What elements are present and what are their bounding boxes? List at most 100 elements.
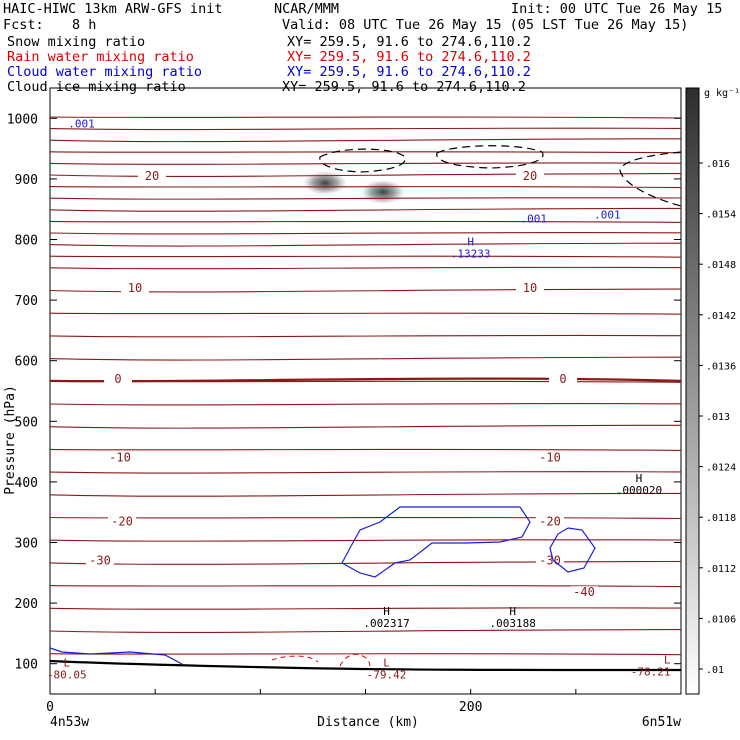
extremum-value: -78.21 <box>631 666 671 679</box>
field-xy-rain: XY= 259.5, 91.6 to 274.6,110.2 <box>287 49 531 65</box>
temperature-contour-line <box>49 629 682 633</box>
x-tick-label: 0 <box>46 700 54 715</box>
temp-label-bg <box>570 586 598 600</box>
temperature-contour-line <box>49 242 682 247</box>
right-endpoint-label: 6n51w <box>642 715 681 730</box>
temp-label-bg <box>536 451 564 465</box>
extremum-value: .003188 <box>490 617 536 630</box>
temperature-contour-label: -20 <box>539 514 561 528</box>
cloud-water-contour-low <box>49 647 183 665</box>
colorbar <box>685 87 700 695</box>
field-xy-cloud-ice: XY= 259.5, 91.6 to 274.6,110.2 <box>282 79 526 95</box>
y-tick-label: 200 <box>15 597 38 612</box>
temperature-contour-line <box>49 334 682 338</box>
temperature-contour-label: -20 <box>111 514 133 528</box>
temp-label-bg <box>121 281 149 295</box>
extremum-value: .000020 <box>616 484 662 497</box>
x-tick-label: 200 <box>459 700 482 715</box>
y-axis-label: Pressure (hPa) <box>3 385 18 495</box>
extremum-value: -80.05 <box>47 669 87 682</box>
temperature-contour-line <box>49 516 682 520</box>
temperature-contour-label: 10 <box>128 281 142 295</box>
temperature-contour-line <box>49 560 682 565</box>
extremum-kind: H <box>467 236 474 249</box>
colorbar-tick-label: .0142 <box>706 311 736 322</box>
temperature-contour-label: 20 <box>523 169 537 183</box>
colorbar-tick-label: .0148 <box>706 260 736 271</box>
temperature-contour-line <box>49 127 682 131</box>
temperature-contour-labels: -30 -30 -20 -20 -10 -10 0 0 10 10 20 20 -40 <box>86 169 598 600</box>
field-name-rain: Rain water mixing ratio <box>7 49 194 65</box>
temperature-contour-line <box>49 231 682 235</box>
temperature-contour-line <box>49 116 682 119</box>
y-tick-label: 700 <box>15 294 38 309</box>
extremum-kind: L <box>64 657 71 670</box>
y-tick-label: 600 <box>15 355 38 370</box>
extremum-kind: H <box>636 472 643 485</box>
temperature-contour-line <box>49 288 682 293</box>
org-label: NCAR/MMM <box>274 1 340 17</box>
snow-shading-2 <box>361 180 405 204</box>
temperature-contour-label: -30 <box>89 554 111 568</box>
cloud-water-contour-label: .001 <box>594 208 621 221</box>
snow-shading-1 <box>303 171 347 195</box>
temperature-contour-line <box>49 402 682 406</box>
cloud-water-contour-right <box>549 527 596 573</box>
y-tick-label: 300 <box>15 537 38 552</box>
temperature-contour-line <box>49 162 682 165</box>
cloud-water-contour-label: .001 <box>521 213 548 226</box>
temperature-contour-line <box>49 207 682 212</box>
field-name-cloud-ice: Cloud ice mixing ratio <box>7 79 186 95</box>
temperature-contour-line <box>49 448 682 451</box>
temperature-contour-label: -30 <box>539 554 561 568</box>
ground-line <box>49 659 682 672</box>
temperature-contour-label: -10 <box>109 451 131 465</box>
field-xy-cloud-water: XY= 259.5, 91.6 to 274.6,110.2 <box>287 64 531 80</box>
temp-label-bg <box>104 372 132 386</box>
temp-label-bg <box>536 554 564 568</box>
temperature-contour-line <box>49 312 682 315</box>
temperature-contour-line <box>49 197 682 200</box>
field-xy-snow: XY= 259.5, 91.6 to 274.6,110.2 <box>287 34 531 50</box>
temperature-contour-line <box>49 607 682 610</box>
colorbar-tick-label: .0124 <box>706 463 736 474</box>
field-name-cloud-water: Cloud water mixing ratio <box>7 64 203 80</box>
init-time: Init: 00 UTC Tue 26 May 15 <box>511 1 723 17</box>
temp-label-bg <box>106 451 134 465</box>
temperature-contour-line <box>49 266 682 270</box>
temperature-contour-label: 0 <box>114 372 121 386</box>
temperature-contour-line <box>49 255 682 258</box>
forecast-hour: 8 h <box>72 17 97 33</box>
extremum-value: -79.42 <box>367 669 407 682</box>
extremum-kind: H <box>509 605 516 618</box>
colorbar-units: g kg⁻¹ <box>704 88 740 99</box>
temperature-contour-line <box>49 186 682 189</box>
colorbar-tick-label: .0112 <box>706 564 736 575</box>
temp-label-bg <box>516 169 544 183</box>
colorbar-tick-label: .0154 <box>706 210 736 221</box>
extremum-kind: L <box>664 654 671 667</box>
colorbar-tick-label: .013 <box>706 412 730 423</box>
cloud-ice-contour-2 <box>436 145 544 169</box>
y-tick-label: 800 <box>15 234 38 249</box>
y-tick-label: 1000 <box>7 112 38 127</box>
temperature-contour-label: -10 <box>539 451 561 465</box>
extremum-value: .13233 <box>451 248 491 261</box>
forecast-label: Fcst: <box>3 17 44 33</box>
temp-label-bg <box>138 169 166 183</box>
cloud-ice-contour-3 <box>619 151 682 207</box>
temperature-contour-label: 10 <box>523 281 537 295</box>
valid-time: Valid: 08 UTC Tue 26 May 15 (05 LST Tue … <box>282 17 689 33</box>
temperature-contour-line <box>49 173 682 177</box>
colorbar-tick-label: .0118 <box>706 513 736 524</box>
extremum-kind: L <box>383 657 390 670</box>
temperature-contour-line <box>49 424 682 429</box>
temp-label-bg <box>536 515 564 529</box>
temperature-contours <box>49 116 682 656</box>
temp-label-bg <box>549 372 577 386</box>
y-tick-label: 100 <box>15 658 38 673</box>
left-endpoint-label: 4n53w <box>50 715 89 730</box>
temperature-contour-line <box>49 356 682 361</box>
